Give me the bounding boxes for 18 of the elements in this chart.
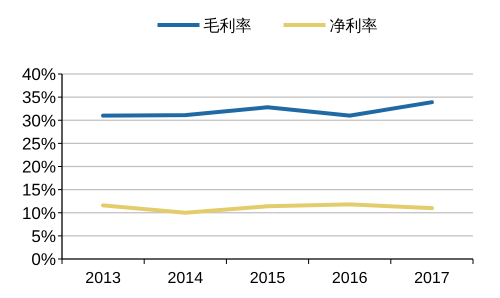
y-tick-label: 15% (22, 180, 56, 200)
y-tick-label: 20% (22, 158, 56, 176)
x-tick-label: 2017 (414, 270, 450, 287)
x-tick-label: 2013 (85, 270, 121, 287)
y-tick-label: 5% (31, 226, 56, 246)
y-tick-label: 35% (22, 88, 56, 108)
y-tick-label: 40% (22, 65, 56, 84)
y-tick-label: 30% (22, 111, 56, 130)
y-tick-label: 0% (31, 250, 56, 269)
line-series (101, 202, 434, 215)
y-tick-label: 25% (22, 134, 56, 154)
x-tick-label: 2015 (250, 270, 286, 287)
legend-label: 毛利率 (204, 17, 252, 35)
legend-label: 净利率 (330, 17, 378, 35)
x-tick-label: 2014 (168, 270, 204, 287)
line-series (101, 100, 434, 118)
y-tick-label: 10% (22, 204, 56, 223)
x-tick-label: 2016 (332, 270, 368, 287)
